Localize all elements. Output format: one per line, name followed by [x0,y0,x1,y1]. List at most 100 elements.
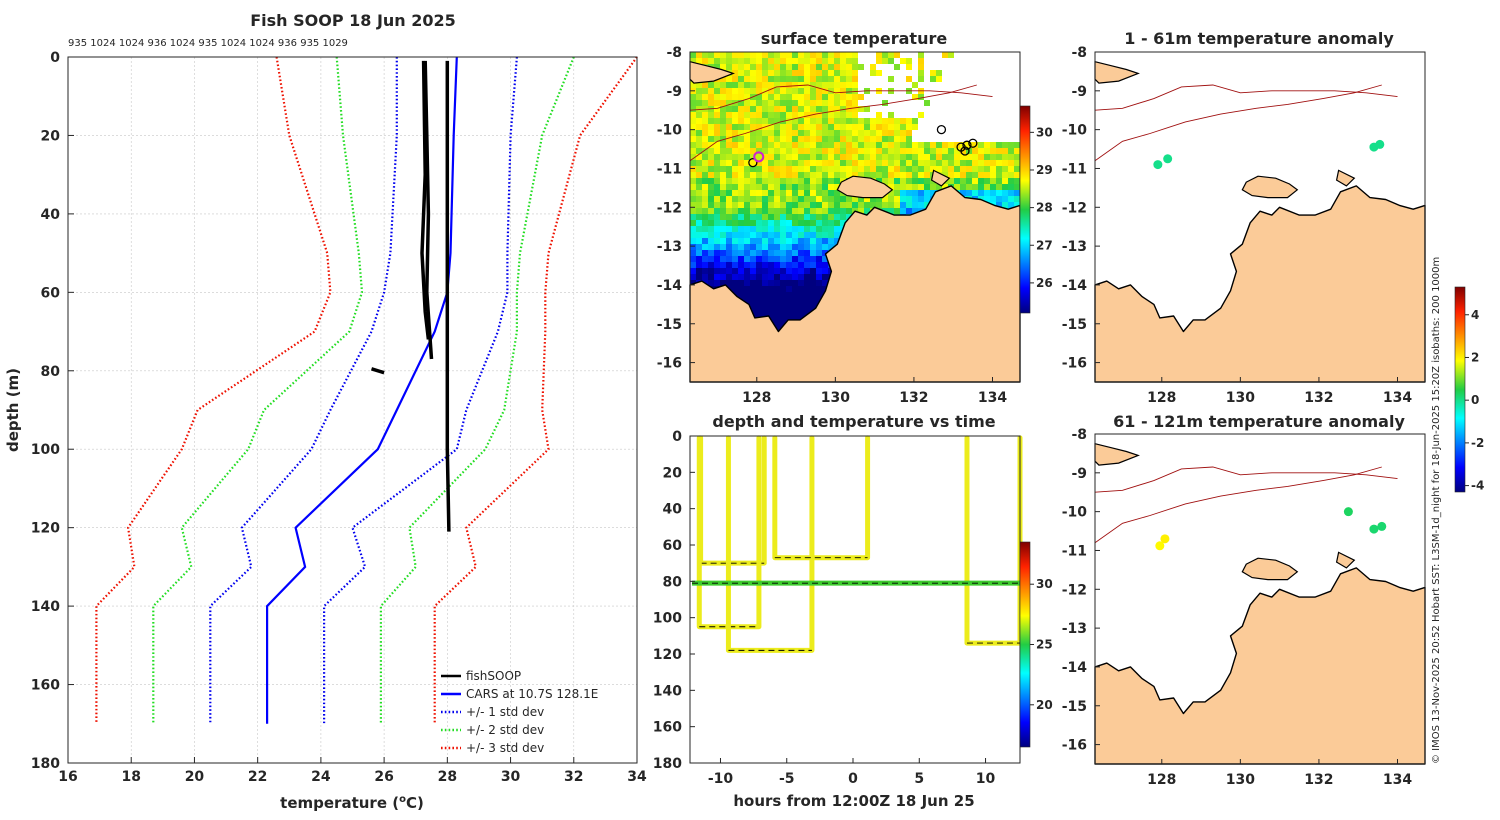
sst-cell [804,106,810,112]
sst-cell [732,166,738,172]
sst-cell [918,70,924,76]
sst-cell [888,190,894,196]
sst-cell [732,220,738,226]
sst-cell [738,100,744,106]
sst-cell [690,130,696,136]
sst-cell [858,172,864,178]
y-tick-label: 120 [653,647,682,663]
sst-cell [726,214,732,220]
sst-cell [804,202,810,208]
sst-cell [786,274,792,280]
sst-cell [732,112,738,118]
sst-cell [996,148,1002,154]
sst-cell [756,262,762,268]
sst-cell [858,130,864,136]
sst-cell [1008,172,1014,178]
sst-cell [924,178,930,184]
sst-cell [888,178,894,184]
sst-cell [690,82,696,88]
sst-cell [726,268,732,274]
sst-cell [870,172,876,178]
sst-cell [828,190,834,196]
sst-cell [714,226,720,232]
sst-cell [774,220,780,226]
sst-cell [744,178,750,184]
sst-cell [810,124,816,130]
sst-cell [732,244,738,250]
sst-cell [1014,154,1020,160]
sst-cell [738,76,744,82]
sst-cell [738,88,744,94]
sst-cell [786,232,792,238]
sst-cell [798,142,804,148]
sst-cell [708,166,714,172]
sst-cell [744,214,750,220]
y-tick-label: 180 [31,756,60,772]
sst-cell [882,178,888,184]
sst-cell [996,190,1002,196]
sst-cell [738,136,744,142]
sst-cell [708,274,714,280]
y-tick-label: 120 [31,521,60,537]
sst-cell [726,202,732,208]
sst-cell [750,262,756,268]
sst-cell [762,286,768,292]
sst-cell [804,100,810,106]
sst-cell [810,64,816,70]
sst-cell [906,196,912,202]
y-tick-label: 20 [663,465,683,481]
sst-cell [708,130,714,136]
sst-cell [822,232,828,238]
land-mass [1094,567,1426,765]
sst-cell [792,298,798,304]
sst-cell [816,256,822,262]
sst-cell [852,202,858,208]
sst-cell [804,94,810,100]
sst-cell [798,250,804,256]
sst-cell [816,124,822,130]
sst-cell [876,148,882,154]
sst-cell [786,286,792,292]
sst-cell [804,274,810,280]
sst-cell [798,220,804,226]
sst-cell [744,112,750,118]
sst-cell [756,250,762,256]
sst-cell [870,64,876,70]
sst-cell [900,178,906,184]
sst-cell [744,100,750,106]
sst-cell [786,178,792,184]
sst-cell [852,58,858,64]
sst-cell [960,178,966,184]
sst-cell [810,298,816,304]
sst-cell [762,304,768,310]
sst-cell [822,142,828,148]
sst-cell [768,202,774,208]
sst-cell [756,268,762,274]
sst-cell [720,256,726,262]
x-tick-label: 22 [248,769,267,785]
isobath-200m [689,84,993,111]
sst-cell [870,160,876,166]
sst-cell [732,286,738,292]
sst-cell [810,268,816,274]
sst-cell [810,274,816,280]
sst-cell [912,184,918,190]
current-cast-marker [753,151,765,163]
timor-island [1094,60,1140,84]
x-tick-label: 128 [1147,772,1176,788]
sst-cell [732,76,738,82]
sst-cell [804,166,810,172]
sst-cell [720,58,726,64]
anomaly-point [1163,154,1173,164]
sst-cell [726,226,732,232]
sst-cell [816,250,822,256]
sst-cell [696,82,702,88]
sst-cell [744,154,750,160]
x-tick-label: 130 [1226,772,1255,788]
sst-cell [750,232,756,238]
sst-cell [924,166,930,172]
sst-cell [834,196,840,202]
sst-cell [702,148,708,154]
sst-cell [810,82,816,88]
sst-cell [1002,160,1008,166]
